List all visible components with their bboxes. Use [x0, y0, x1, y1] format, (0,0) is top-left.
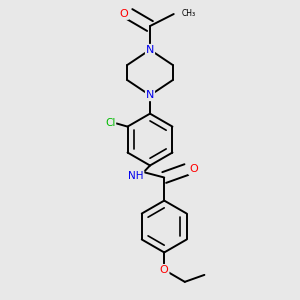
Text: CH₃: CH₃: [182, 9, 196, 18]
Text: O: O: [160, 265, 169, 275]
Text: O: O: [189, 164, 198, 174]
Text: N: N: [146, 45, 154, 55]
Text: O: O: [119, 9, 128, 19]
Text: N: N: [146, 90, 154, 100]
Text: Cl: Cl: [105, 118, 115, 128]
Text: NH: NH: [128, 171, 143, 181]
